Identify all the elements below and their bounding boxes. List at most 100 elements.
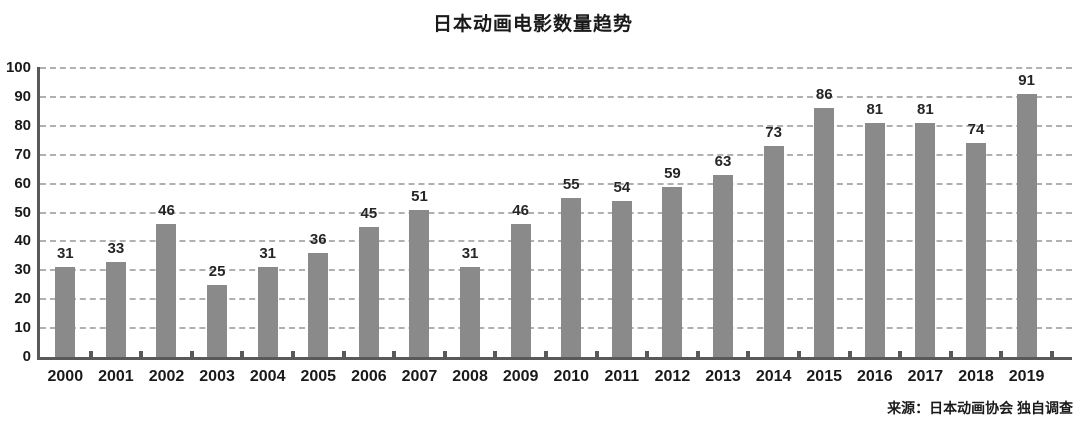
bar — [662, 186, 683, 357]
gridline — [40, 240, 1072, 243]
bar — [763, 146, 784, 357]
x-tick-label: 2010 — [553, 368, 590, 385]
x-axis-tick — [341, 351, 346, 360]
bars-container: 31 2000 33 2001 46 2002 25 2003 31 2004 36 2005 45 20… — [40, 68, 1052, 386]
bar — [1016, 94, 1037, 357]
bar-value-label: 31 — [259, 245, 277, 263]
bar-cell: 25 2003 — [192, 68, 243, 385]
bar-value-label: 25 — [208, 262, 226, 280]
bar-cell: 59 2012 — [647, 68, 698, 386]
bar-value-label: 74 — [967, 121, 985, 139]
y-tick-label: 40 — [14, 232, 31, 250]
x-axis-tick — [544, 351, 548, 360]
x-axis-tick — [88, 351, 93, 360]
x-axis-tick — [240, 351, 245, 360]
x-tick-label: 2008 — [452, 368, 488, 385]
bar — [713, 174, 734, 357]
x-tick-label: 2012 — [654, 368, 691, 385]
x-axis-tick — [695, 351, 700, 360]
y-tick-label: 70 — [14, 145, 31, 163]
gridline — [40, 153, 1072, 156]
x-tick-label: 2011 — [604, 368, 640, 385]
bar — [864, 122, 885, 357]
bar-cell: 55 2010 — [546, 68, 597, 385]
x-tick-label: 2001 — [98, 368, 134, 385]
bar-cell: 74 2018 — [951, 68, 1002, 385]
bar — [207, 284, 228, 357]
x-axis-line — [37, 357, 1072, 360]
bar-value-label: 63 — [714, 152, 732, 170]
x-tick-label: 2014 — [755, 368, 792, 385]
gridline — [40, 298, 1072, 301]
x-tick-label: 2005 — [300, 368, 337, 385]
bar-value-label: 46 — [512, 202, 529, 220]
y-tick-label: 90 — [14, 87, 31, 105]
bar — [510, 224, 531, 357]
y-tick-label: 60 — [14, 174, 31, 192]
bar-value-label: 31 — [56, 245, 74, 263]
bar-cell: 36 2005 — [293, 68, 344, 385]
gridline — [40, 269, 1072, 272]
x-tick-label: 2016 — [857, 368, 893, 385]
bar-cell: 46 2009 — [495, 68, 546, 385]
x-axis-tick — [645, 351, 650, 360]
source-note: 来源：日本动画协会 独自调查 — [887, 400, 1073, 416]
bar — [915, 122, 936, 357]
bar-value-label: 36 — [309, 230, 327, 248]
bar-value-label: 73 — [765, 124, 782, 142]
bar-value-label: 51 — [411, 187, 428, 205]
x-tick-label: 2000 — [47, 368, 84, 385]
bar — [460, 267, 481, 357]
bar-value-label: 55 — [562, 176, 580, 194]
x-axis-tick — [999, 351, 1004, 360]
bar — [358, 226, 379, 357]
bar-cell: 31 2008 — [445, 68, 496, 385]
bar — [257, 267, 278, 357]
y-tick-label: 20 — [14, 290, 31, 308]
bar-cell: 45 2006 — [344, 68, 395, 385]
bar-value-label: 59 — [664, 164, 681, 182]
bar — [965, 143, 986, 357]
bar-value-label: 86 — [815, 86, 833, 104]
x-axis-tick — [493, 351, 498, 360]
bar-cell: 86 2015 — [799, 68, 850, 385]
y-tick-label: 10 — [14, 319, 31, 337]
x-axis-tick — [847, 351, 852, 360]
y-tick-label: 30 — [14, 261, 31, 279]
x-tick-label: 2018 — [958, 368, 994, 385]
bar — [105, 261, 126, 357]
bar-value-label: 46 — [158, 202, 175, 220]
bar — [814, 108, 835, 357]
x-axis-tick — [746, 351, 751, 360]
gridline — [40, 67, 1072, 69]
x-axis-tick — [392, 351, 397, 360]
bar-value-label: 81 — [917, 100, 934, 118]
bar — [308, 252, 329, 357]
bar-cell: 31 2000 — [40, 68, 91, 385]
y-tick-label: 80 — [14, 116, 31, 134]
bar-cell: 91 2019 — [1001, 68, 1052, 385]
bar-cell: 46 2002 — [141, 68, 192, 385]
x-tick-label: 2019 — [1008, 368, 1045, 385]
gridline — [40, 124, 1072, 127]
gridline — [40, 327, 1072, 330]
y-tick-label: 100 — [5, 59, 31, 76]
x-tick-label: 2009 — [502, 368, 539, 385]
x-axis-tick — [442, 351, 447, 360]
bar-value-label: 81 — [866, 100, 884, 118]
bar — [561, 198, 582, 357]
gridline — [40, 182, 1072, 185]
bar-value-label: 91 — [1018, 72, 1035, 90]
x-axis-tick — [898, 351, 903, 360]
bar-value-label: 45 — [360, 204, 378, 222]
bar — [156, 224, 177, 357]
bar-cell: 63 2013 — [698, 68, 749, 385]
bar — [409, 209, 430, 357]
y-tick-label: 50 — [14, 203, 31, 221]
bar-cell: 81 2017 — [900, 68, 951, 385]
x-axis-tick — [139, 351, 144, 360]
x-tick-label: 2003 — [199, 368, 235, 385]
y-axis-line — [37, 67, 40, 360]
bar-cell: 73 2014 — [748, 68, 799, 385]
